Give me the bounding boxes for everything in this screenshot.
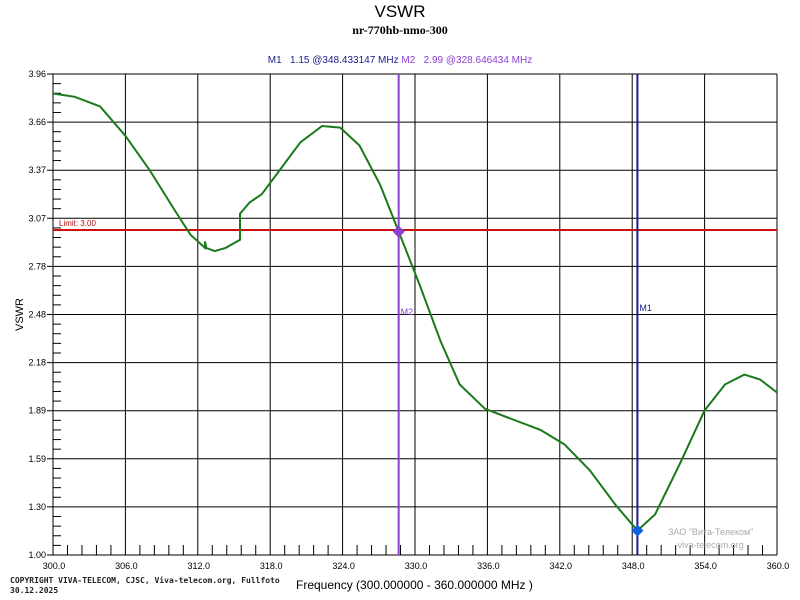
y-axis-label: VSWR (14, 298, 26, 331)
y-tick-label: 1.30 (28, 502, 46, 512)
y-tick-label: 2.78 (28, 261, 46, 271)
y-tick-label: 2.48 (28, 310, 46, 320)
x-tick-label: 306.0 (115, 561, 138, 571)
m1-value: 1.15 (290, 55, 310, 66)
marker-label-m1: M1 (639, 303, 652, 313)
m1-name: M1 (267, 55, 282, 66)
x-tick-label: 348.0 (622, 561, 645, 571)
y-tick-label: 2.18 (28, 358, 46, 368)
watermark-company: ЗАО "Вита-Телеком" (668, 527, 754, 537)
y-tick-label: 3.96 (28, 69, 46, 79)
watermark: ЗАО "Вита-Телеком" viva-telecom.org (668, 526, 753, 552)
marker-point-m2 (392, 225, 405, 238)
limit-label: Limit: 3.00 (59, 219, 96, 228)
marker-readout: M1 1.15 @348.433147 MHz M2 2.99 @328.646… (0, 55, 800, 66)
copyright-line: COPYRIGHT VIVA-TELECOM, CJSC, Viva-telec… (10, 576, 280, 585)
marker-label-m2: M2 (401, 307, 414, 317)
x-tick-label: 324.0 (332, 561, 355, 571)
x-tick-label: 330.0 (405, 561, 428, 571)
y-tick-label: 1.59 (28, 454, 46, 464)
y-tick-label: 3.37 (28, 165, 46, 175)
chart-title: VSWR (374, 2, 426, 21)
copyright-date: 30.12.2025 (10, 586, 59, 595)
series-line (52, 92, 778, 533)
x-tick-label: 300.0 (43, 561, 66, 571)
m2-name: M2 (401, 55, 416, 66)
m2-freq: @328.646434 MHz (445, 55, 533, 66)
y-tick-label: 1.00 (28, 550, 46, 560)
x-tick-label: 318.0 (260, 561, 283, 571)
copyright: COPYRIGHT VIVA-TELECOM, CJSC, Viva-telec… (10, 576, 280, 596)
x-tick-label: 336.0 (477, 561, 500, 571)
y-tick-label: 3.66 (28, 117, 46, 127)
watermark-url: viva-telecom.org (677, 540, 744, 550)
x-tick-label: 354.0 (694, 561, 717, 571)
marker-point-m1 (631, 524, 644, 537)
m1-freq: @348.433147 MHz (312, 55, 399, 66)
y-tick-label: 3.07 (28, 213, 46, 223)
x-tick-label: 342.0 (550, 561, 573, 571)
m2-value: 2.99 (423, 55, 444, 66)
x-tick-label: 360.0 (767, 561, 790, 571)
x-tick-label: 312.0 (188, 561, 211, 571)
y-tick-label: 1.89 (28, 406, 46, 416)
x-axis-label: Frequency (300.000000 - 360.000000 MHz ) (296, 578, 533, 592)
chart-subtitle: nr-770hb-nmo-300 (352, 23, 448, 37)
